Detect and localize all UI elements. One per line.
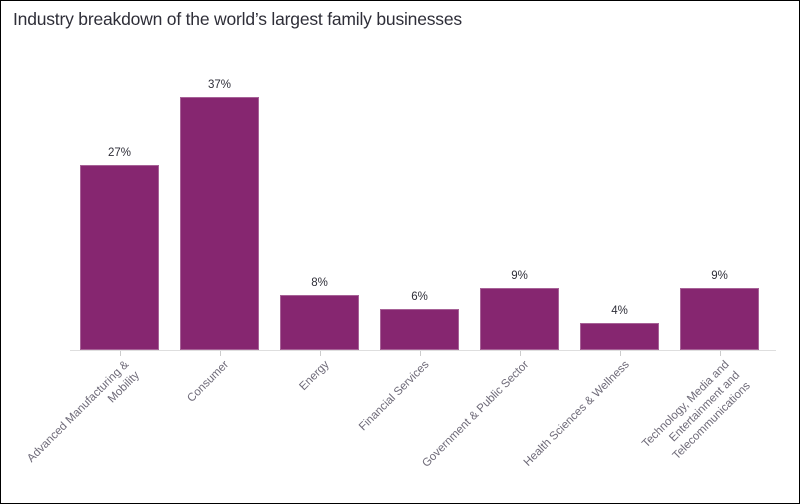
x-axis-label-line: Advanced Manufacturing &: [25, 358, 132, 465]
x-axis-label-line: Energy: [297, 358, 332, 393]
x-axis-label-consumer: Consumer: [185, 358, 233, 406]
bar-consumer: [180, 97, 259, 350]
value-label-health-sciences-and-wellness: 4%: [611, 305, 628, 317]
bar-government-and-public-sector: [480, 288, 559, 350]
x-axis-label-line: Health Sciences & Wellness: [521, 358, 632, 469]
x-axis-label-health-sciences-and-wellness: Health Sciences & Wellness: [521, 358, 633, 470]
x-axis-label-line: Financial Services: [357, 358, 432, 434]
bar-health-sciences-and-wellness: [580, 323, 659, 350]
x-axis-tick: [519, 351, 521, 356]
x-axis-label-advanced-manufacturing-and-mobility: Advanced Manufacturing & Mobility: [25, 358, 144, 477]
value-label-government-and-public-sector: 9%: [511, 270, 528, 282]
bar-financial-services: [380, 309, 459, 350]
x-axis-label-financial-services: Financial Services: [357, 358, 434, 435]
x-axis-tick: [419, 351, 421, 356]
value-label-consumer: 37%: [207, 79, 232, 91]
chart-title: Industry breakdown of the world’s larges…: [13, 9, 462, 29]
bar-advanced-manufacturing-and-mobility: [80, 165, 159, 350]
x-axis-tick: [619, 351, 621, 356]
value-label-technology-media-and-entertainment-and-telecommunications: 9%: [711, 270, 728, 282]
x-axis-label-line: Consumer: [185, 358, 232, 405]
x-axis-tick: [219, 351, 221, 356]
x-axis-label-technology-media-and-entertainment-and-telecommunications: Technology, Media and Entertainment and Te…: [639, 358, 754, 473]
bar-energy: [280, 295, 359, 350]
value-label-energy: 8%: [311, 277, 328, 289]
bar-technology-media-and-entertainment-and-telecommunications: [680, 288, 759, 350]
x-axis-label-line: Mobility: [106, 369, 143, 406]
x-axis-tick: [119, 351, 121, 356]
x-axis-tick: [319, 351, 321, 356]
x-axis-label-line: Government & Public Sector: [420, 358, 532, 470]
x-axis-line: [70, 350, 776, 351]
value-label-advanced-manufacturing-and-mobility: 27%: [107, 147, 132, 159]
x-axis-label-energy: Energy: [297, 358, 333, 394]
value-label-financial-services: 6%: [411, 291, 428, 303]
x-axis-tick: [719, 351, 721, 356]
x-axis-label-government-and-public-sector: Government & Public Sector: [420, 358, 533, 471]
